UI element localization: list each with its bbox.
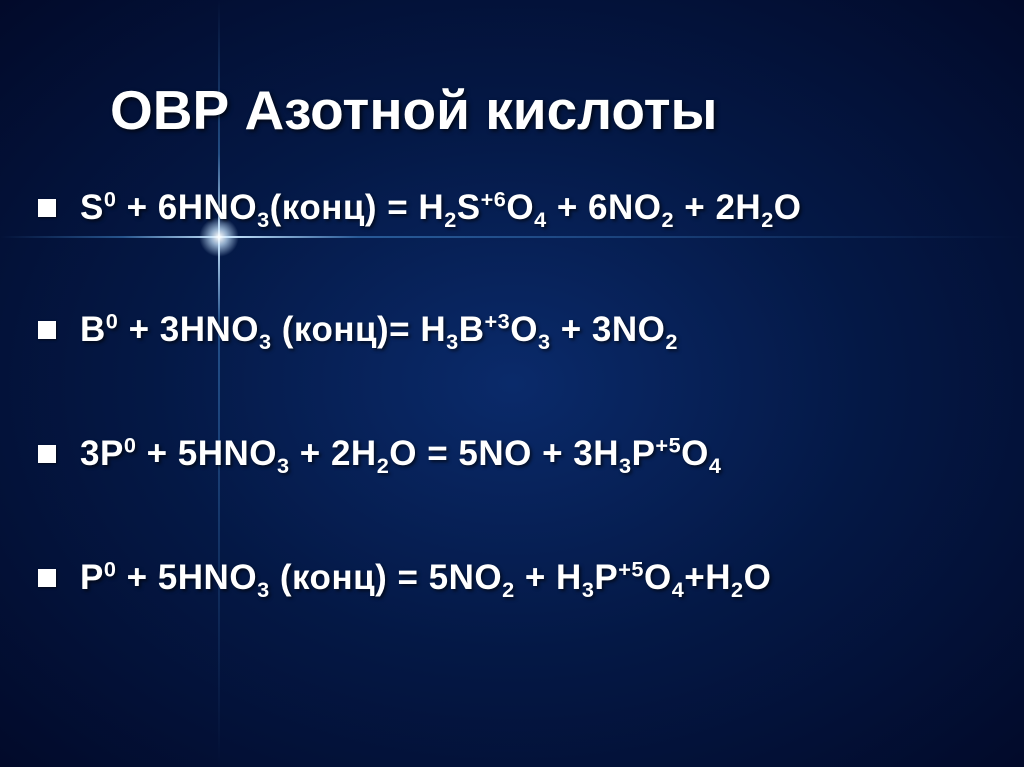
bullet-icon [38,321,56,339]
equation-row: S0 + 6HNO3(конц) = H2S+6O4 + 6NO2 + 2H2O [38,188,994,228]
bullet-icon [38,199,56,217]
slide-title: ОВР Азотной кислоты [110,78,718,142]
equation-row: 3P0 + 5HNO3 + 2H2O = 5NO + 3H3P+5O4 [38,434,994,474]
equation-row: P0 + 5HNO3 (конц) = 5NO2 + H3P+5O4+H2O [38,558,994,598]
equation-row: B0 + 3HNO3 (конц)= H3B+3O3 + 3NO2 [38,310,994,350]
bullet-icon [38,445,56,463]
equation-text: 3P0 + 5HNO3 + 2H2O = 5NO + 3H3P+5O4 [80,434,721,474]
slide-content: S0 + 6HNO3(конц) = H2S+6O4 + 6NO2 + 2H2O… [38,188,994,598]
equation-text: P0 + 5HNO3 (конц) = 5NO2 + H3P+5O4+H2O [80,558,771,598]
bullet-icon [38,569,56,587]
equation-text: S0 + 6HNO3(конц) = H2S+6O4 + 6NO2 + 2H2O [80,188,802,228]
equation-text: B0 + 3HNO3 (конц)= H3B+3O3 + 3NO2 [80,310,678,350]
